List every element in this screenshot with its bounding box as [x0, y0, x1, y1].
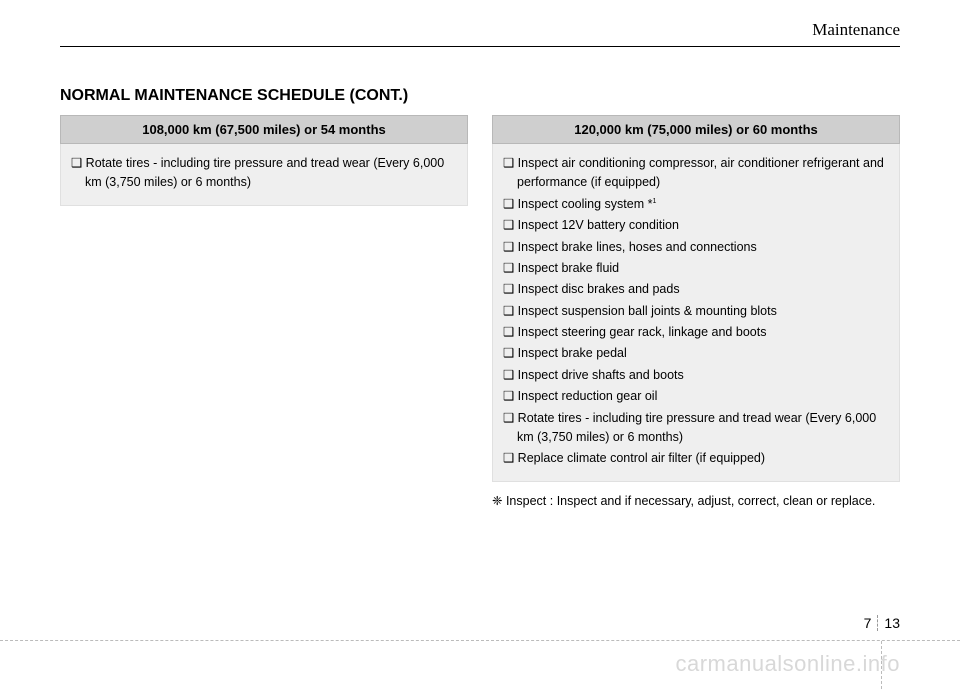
content-columns: 108,000 km (67,500 miles) or 54 months ❑…	[60, 115, 900, 511]
maintenance-item: ❑ Inspect brake lines, hoses and connect…	[503, 238, 889, 257]
interval-body-right: ❑ Inspect air conditioning compressor, a…	[492, 144, 900, 482]
chapter-number: 7	[864, 615, 872, 631]
footnote-sup: 1	[652, 198, 656, 205]
maintenance-item: ❑ Inspect reduction gear oil	[503, 387, 889, 406]
maintenance-item: ❑ Inspect disc brakes and pads	[503, 280, 889, 299]
note-body: Inspect and if necessary, adjust, correc…	[557, 494, 876, 508]
maintenance-item: ❑ Inspect suspension ball joints & mount…	[503, 302, 889, 321]
right-column: 120,000 km (75,000 miles) or 60 months ❑…	[492, 115, 900, 511]
interval-heading-left: 108,000 km (67,500 miles) or 54 months	[60, 115, 468, 144]
page-title: NORMAL MAINTENANCE SCHEDULE (CONT.)	[60, 87, 900, 105]
left-column: 108,000 km (67,500 miles) or 54 months ❑…	[60, 115, 468, 511]
inspect-note: ❈ Inspect : Inspect and if necessary, ad…	[492, 492, 900, 511]
maintenance-item: ❑ Inspect cooling system *1	[503, 195, 889, 214]
maintenance-item: ❑ Inspect 12V battery condition	[503, 216, 889, 235]
watermark: carmanualsonline.info	[675, 651, 900, 677]
note-prefix: ❈ Inspect :	[492, 494, 553, 508]
maintenance-item: ❑ Inspect steering gear rack, linkage an…	[503, 323, 889, 342]
maintenance-item: ❑ Rotate tires - including tire pressure…	[71, 154, 457, 193]
maintenance-item: ❑ Rotate tires - including tire pressure…	[503, 409, 889, 448]
section-header: Maintenance	[60, 20, 900, 47]
interval-heading-right: 120,000 km (75,000 miles) or 60 months	[492, 115, 900, 144]
interval-body-left: ❑ Rotate tires - including tire pressure…	[60, 144, 468, 206]
page-number: 7 13	[864, 615, 900, 631]
maintenance-item: ❑ Inspect drive shafts and boots	[503, 366, 889, 385]
item-text: ❑ Inspect cooling system *	[503, 197, 652, 211]
maintenance-item: ❑ Inspect brake pedal	[503, 344, 889, 363]
maintenance-item: ❑ Replace climate control air filter (if…	[503, 449, 889, 468]
maintenance-item: ❑ Inspect air conditioning compressor, a…	[503, 154, 889, 193]
maintenance-item: ❑ Inspect brake fluid	[503, 259, 889, 278]
page-separator	[877, 615, 878, 631]
cut-line-horizontal	[0, 640, 960, 641]
page-number-value: 13	[884, 615, 900, 631]
